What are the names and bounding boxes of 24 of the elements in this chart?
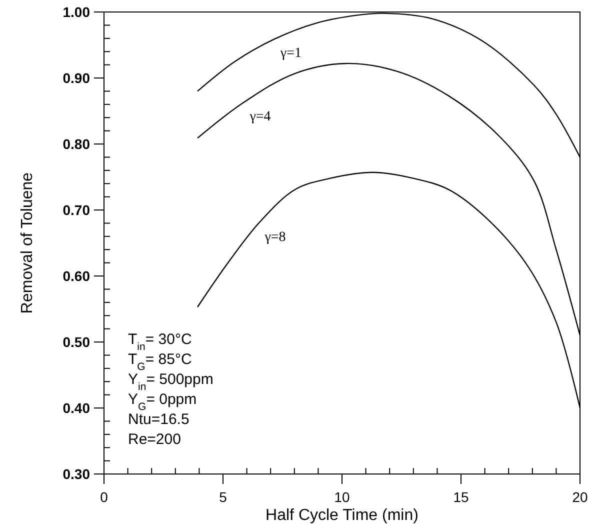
- annotation: Re=200: [128, 431, 181, 448]
- x-tick-label: 10: [334, 489, 350, 505]
- x-tick-label: 15: [453, 489, 469, 505]
- y-axis-title: Removal of Toluene: [19, 172, 36, 314]
- x-tick-label: 0: [100, 489, 108, 505]
- series-label: γ=4: [248, 109, 271, 124]
- annotation: T$_{in}$= 30°C: [128, 331, 192, 353]
- y-tick-label: 0.70: [62, 202, 90, 218]
- annotation: Y$_{G}$= 0ppm: [128, 391, 197, 413]
- y-tick-label: 1.00: [62, 4, 90, 20]
- y-tick-label: 0.30: [62, 466, 90, 482]
- y-tick-label: 0.90: [62, 70, 90, 86]
- x-tick-label: 5: [219, 489, 228, 505]
- series-label: γ=8: [264, 230, 286, 246]
- annotation: T$_{G}$= 85°C: [128, 351, 192, 373]
- annotation: Y$_{in}$= 500ppm: [128, 371, 214, 393]
- x-tick-label: 20: [572, 489, 588, 505]
- series-label: γ=1: [279, 46, 302, 62]
- x-axis-title: Half Cycle Time (min): [266, 507, 418, 524]
- y-tick-label: 0.40: [62, 400, 90, 416]
- y-tick-label: 0.60: [62, 268, 90, 284]
- y-tick-label: 0.80: [62, 136, 90, 152]
- y-tick-label: 0.50: [62, 334, 90, 350]
- annotation: Ntu=16.5: [128, 411, 190, 428]
